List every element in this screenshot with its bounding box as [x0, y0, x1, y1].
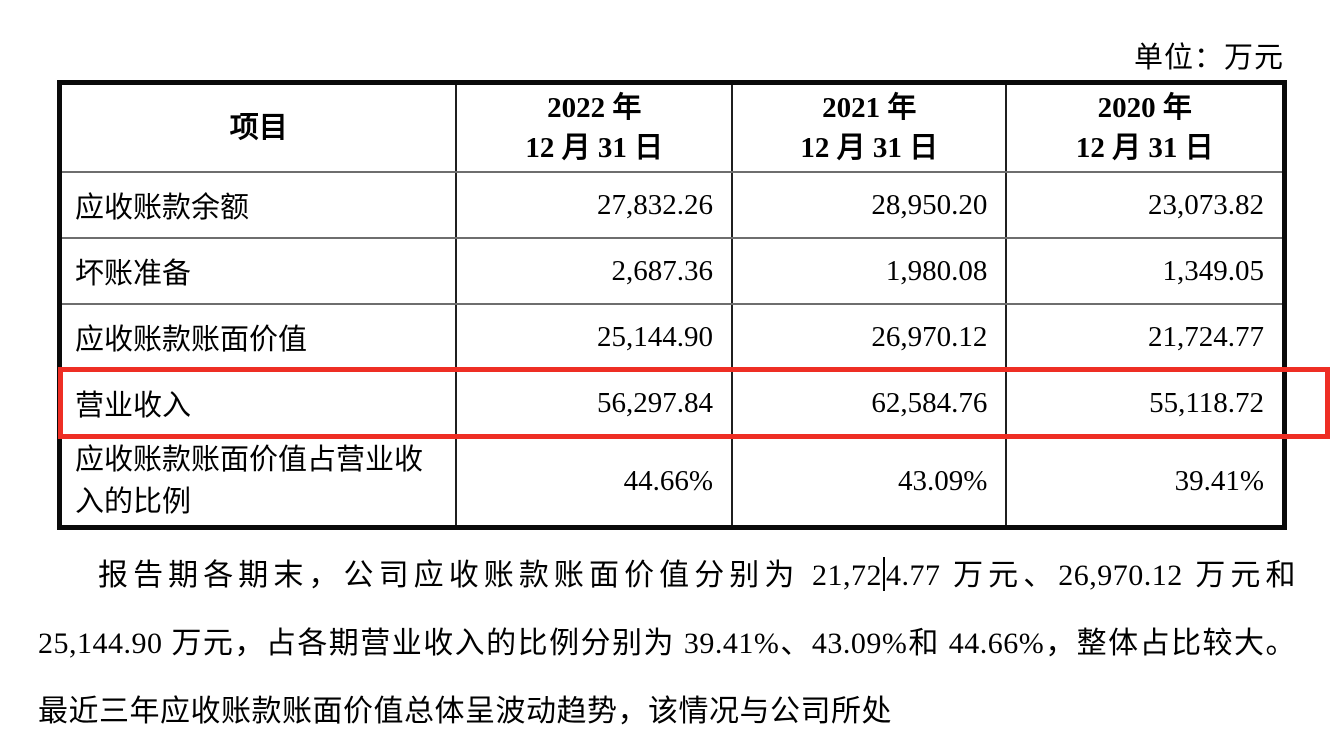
row-label: 坏账准备 — [58, 237, 458, 305]
cell-value: 26,970.12 — [731, 303, 1008, 371]
cell-value: 2,687.36 — [455, 237, 734, 305]
cell-value: 27,832.26 — [455, 171, 734, 239]
text-cursor — [883, 557, 885, 591]
header-2021-line1: 2021 年 — [822, 92, 917, 124]
paragraph-text-before-cursor: 报告期各期末，公司应收账款账面价值分别为 21,72 — [98, 559, 882, 592]
table-row: 坏账准备 2,687.36 1,980.08 1,349.05 — [58, 237, 1286, 305]
table-row-highlighted: 营业收入 56,297.84 62,584.76 55,118.72 — [58, 369, 1286, 437]
cell-value: 55,118.72 — [1005, 369, 1286, 437]
unit-label: 单位：万元 — [1133, 42, 1284, 74]
cell-value: 43.09% — [731, 435, 1008, 529]
table-row: 应收账款余额 27,832.26 28,950.20 23,073.82 — [58, 171, 1286, 239]
cell-value: 39.41% — [1005, 435, 1286, 529]
row-label: 应收账款账面价值 — [58, 303, 458, 371]
row-label: 应收账款余额 — [58, 171, 458, 239]
paragraph-text-after-cursor: 4.77 万元、26,970.12 万元和 25,144.90 万元，占各期营业… — [38, 559, 1296, 728]
cell-value: 56,297.84 — [455, 369, 734, 437]
header-2021-column: 2021 年 12 月 31 日 — [731, 81, 1008, 173]
header-2020-column: 2020 年 12 月 31 日 — [1005, 81, 1286, 173]
header-2022-line2: 12 月 31 日 — [525, 132, 664, 164]
cell-value: 62,584.76 — [731, 369, 1008, 437]
header-2022-line1: 2022 年 — [547, 92, 642, 124]
row-label: 营业收入 — [58, 369, 458, 437]
table-row: 应收账款账面价值 25,144.90 26,970.12 21,724.77 — [58, 303, 1286, 371]
financial-table: 项目 2022 年 12 月 31 日 2021 年 12 月 31 日 202… — [57, 80, 1287, 530]
header-2022-column: 2022 年 12 月 31 日 — [455, 81, 734, 173]
header-item-column: 项目 — [58, 81, 458, 173]
table-row: 应收账款账面价值占营业收入的比例 44.66% 43.09% 39.41% — [58, 435, 1286, 529]
cell-value: 1,349.05 — [1005, 237, 1286, 305]
header-2020-line2: 12 月 31 日 — [1075, 132, 1214, 164]
cell-value: 23,073.82 — [1005, 171, 1286, 239]
cell-value: 28,950.20 — [731, 171, 1008, 239]
header-2021-line2: 12 月 31 日 — [800, 132, 939, 164]
table-header-row: 项目 2022 年 12 月 31 日 2021 年 12 月 31 日 202… — [58, 81, 1286, 173]
cell-value: 21,724.77 — [1005, 303, 1286, 371]
row-label: 应收账款账面价值占营业收入的比例 — [58, 435, 458, 529]
cell-value: 44.66% — [455, 435, 734, 529]
cell-value: 25,144.90 — [455, 303, 734, 371]
header-2020-line1: 2020 年 — [1097, 92, 1192, 124]
financial-table-wrapper: 项目 2022 年 12 月 31 日 2021 年 12 月 31 日 202… — [57, 80, 1330, 530]
header-item-label: 项目 — [229, 112, 288, 144]
cell-value: 1,980.08 — [731, 237, 1008, 305]
body-paragraph: 报告期各期末，公司应收账款账面价值分别为 21,72 4.77 万元、26,970… — [38, 542, 1296, 746]
